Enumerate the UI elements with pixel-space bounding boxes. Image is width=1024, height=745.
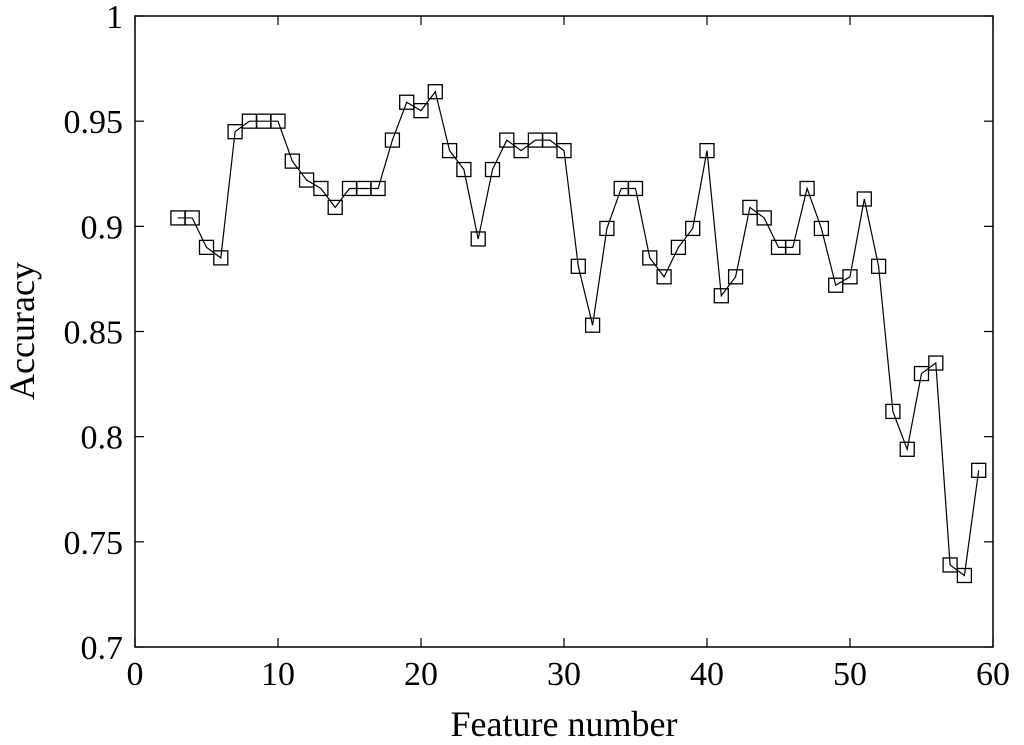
data-point-marker (542, 132, 558, 148)
data-point-marker (956, 567, 973, 584)
data-point-marker (928, 355, 944, 371)
y-tick-label: 0.75 (64, 525, 124, 562)
data-point-marker (484, 161, 501, 178)
x-tick-label: 10 (261, 656, 295, 693)
data-point-marker (599, 220, 615, 237)
data-point-marker (427, 84, 443, 100)
data-point-marker (899, 441, 915, 457)
data-point-marker (842, 269, 858, 285)
data-point-marker (799, 180, 815, 197)
axis-ticks (134, 15, 994, 648)
data-point-marker (813, 220, 830, 237)
data-point-marker (685, 220, 701, 237)
data-point-marker (670, 239, 687, 256)
data-point-marker (198, 239, 215, 256)
data-point-marker (456, 161, 472, 178)
data-point-marker (284, 153, 300, 169)
data-point-marker (499, 132, 515, 148)
y-axis-label: Accuracy (2, 262, 42, 400)
data-point-marker (942, 557, 958, 573)
x-tick-label: 0 (127, 656, 144, 693)
data-point-marker (227, 124, 243, 140)
data-point-marker (699, 142, 715, 159)
x-tick-label: 60 (976, 656, 1010, 693)
x-tick-label: 40 (690, 656, 724, 693)
y-tick-label: 0.8 (81, 420, 124, 457)
data-point-marker (971, 462, 987, 478)
y-tick-label: 0.85 (64, 315, 124, 352)
data-point-marker (885, 403, 901, 420)
y-tick-label: 0.7 (81, 630, 124, 667)
tick-labels: 0 10 20 30 40 50 60 0.7 0.75 0.8 0.85 0.9 0.95 1 (64, 0, 1011, 693)
data-point-marker (384, 132, 401, 148)
data-point-marker (313, 180, 329, 197)
data-point-marker (441, 142, 458, 159)
data-point-marker (785, 239, 801, 256)
data-point-marker (370, 180, 386, 197)
data-point-marker (513, 142, 529, 159)
data-point-marker (656, 269, 672, 285)
data-point-marker (184, 210, 200, 226)
data-point-marker (727, 269, 744, 285)
x-tick-label: 30 (547, 656, 581, 693)
data-point-marker (270, 113, 286, 129)
data-point-marker (556, 142, 572, 159)
x-axis-label: Feature number (451, 704, 678, 744)
data-point-marker (584, 317, 601, 333)
data-point-marker (570, 258, 586, 274)
y-tick-label: 1 (106, 0, 123, 36)
data-point-marker (413, 103, 429, 119)
plot-area-frame (134, 15, 994, 648)
data-point-marker (828, 277, 844, 293)
series-markers (170, 84, 987, 584)
data-point-marker (327, 199, 343, 216)
data-point-marker (399, 94, 415, 110)
data-point-marker (298, 172, 315, 188)
data-point-marker (913, 365, 930, 382)
x-tick-label: 20 (404, 656, 438, 693)
data-point-marker (856, 191, 872, 207)
data-point-marker (627, 180, 644, 197)
data-point-marker (870, 258, 887, 274)
data-point-marker (742, 199, 758, 216)
y-tick-label: 0.9 (81, 209, 124, 246)
y-tick-label: 0.95 (64, 104, 124, 141)
data-point-marker (470, 231, 486, 247)
x-tick-label: 50 (833, 656, 867, 693)
data-point-marker (642, 250, 658, 266)
data-point-marker (713, 288, 729, 304)
data-point-marker (756, 210, 772, 226)
series-line (177, 90, 980, 577)
data-point-marker (213, 250, 229, 266)
